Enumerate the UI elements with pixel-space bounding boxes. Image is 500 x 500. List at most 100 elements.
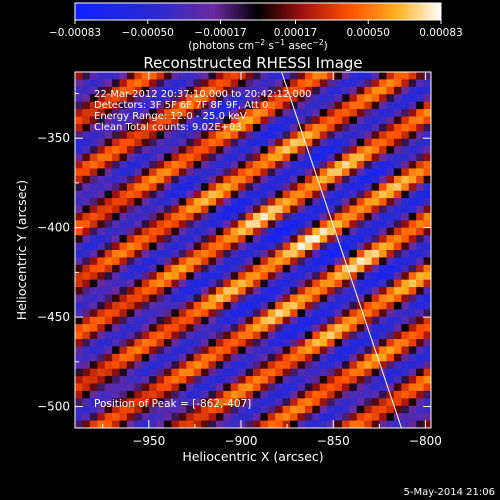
heatmap-cell [253, 205, 262, 214]
heatmap-cell [171, 383, 180, 392]
heatmap-cell [393, 227, 402, 236]
heatmap-cell [126, 109, 135, 118]
heatmap-cell [208, 123, 217, 132]
heatmap-cell [186, 309, 195, 318]
heatmap-cell [201, 376, 210, 385]
heatmap-cell [386, 116, 395, 125]
heatmap-cell [171, 279, 180, 288]
heatmap-cell [82, 398, 91, 407]
heatmap-cell [282, 346, 291, 355]
heatmap-cell [356, 116, 365, 125]
heatmap-cell [215, 86, 224, 95]
heatmap-cell [312, 79, 321, 88]
heatmap-cell [75, 168, 84, 177]
heatmap-cell [267, 227, 276, 236]
heatmap-cell [112, 353, 121, 362]
heatmap-cell [379, 79, 388, 88]
heatmap-cell [253, 131, 262, 140]
heatmap-cell [156, 331, 165, 340]
heatmap-cell [349, 294, 358, 303]
heatmap-cell [230, 183, 239, 192]
heatmap-cell [312, 242, 321, 251]
heatmap-cell [379, 264, 388, 273]
heatmap-cell [349, 183, 358, 192]
heatmap-cell [334, 361, 343, 370]
heatmap-cell [156, 346, 165, 355]
heatmap-cell [119, 257, 128, 266]
heatmap-cell [134, 368, 143, 377]
heatmap-cell [201, 390, 210, 399]
heatmap-cell [75, 227, 84, 236]
heatmap-cell [156, 168, 165, 177]
heatmap-cell [423, 316, 431, 325]
heatmap-cell [75, 235, 84, 244]
heatmap-cell [112, 235, 121, 244]
heatmap-cell [290, 301, 299, 310]
heatmap-cell [297, 398, 306, 407]
heatmap-cell [408, 86, 417, 95]
heatmap-cell [201, 175, 210, 184]
heatmap-cell [193, 212, 202, 221]
heatmap-cell [97, 413, 106, 422]
heatmap-cell [334, 420, 343, 428]
heatmap-cell [275, 227, 284, 236]
heatmap-cell [178, 86, 187, 95]
heatmap-cell [342, 353, 351, 362]
heatmap-cell [156, 390, 165, 399]
heatmap-cell [126, 383, 135, 392]
heatmap-cell [356, 383, 365, 392]
heatmap-cell [408, 264, 417, 273]
heatmap-cell [156, 101, 165, 110]
heatmap-cell [141, 376, 150, 385]
heatmap-cell [223, 309, 232, 318]
heatmap-cell [97, 212, 106, 221]
heatmap-cell [416, 257, 425, 266]
heatmap-cell [423, 376, 431, 385]
heatmap-cell [75, 72, 84, 81]
heatmap-cell [215, 168, 224, 177]
heatmap-cell [89, 250, 98, 259]
heatmap-cell [297, 212, 306, 221]
heatmap-cell [312, 316, 321, 325]
heatmap-cell [423, 205, 431, 214]
heatmap-cell [230, 235, 239, 244]
heatmap-cell [238, 398, 247, 407]
heatmap-cell [104, 227, 113, 236]
heatmap-cell [230, 242, 239, 251]
heatmap-cell [260, 301, 269, 310]
heatmap-cell [267, 109, 276, 118]
heatmap-cell [364, 212, 373, 221]
heatmap-cell [267, 294, 276, 303]
heatmap-cell [193, 198, 202, 207]
heatmap-cell [112, 94, 121, 103]
heatmap-cell [401, 72, 410, 81]
heatmap-cell [253, 390, 262, 399]
heatmap-cell [401, 212, 410, 221]
heatmap-cell [164, 138, 173, 147]
heatmap-cell [245, 242, 254, 251]
heatmap-cell [401, 250, 410, 259]
heatmap-cell [371, 339, 380, 348]
heatmap-cell [386, 316, 395, 325]
heatmap-cell [275, 94, 284, 103]
heatmap-cell [260, 123, 269, 132]
heatmap-cell [201, 339, 210, 348]
heatmap-cell [112, 376, 121, 385]
heatmap-cell [386, 94, 395, 103]
heatmap-cell [215, 205, 224, 214]
heatmap-cell [401, 116, 410, 125]
chart-title: Reconstructed RHESSI Image [143, 54, 362, 72]
heatmap-cell [342, 153, 351, 162]
heatmap-cell [349, 153, 358, 162]
heatmap-cell [364, 376, 373, 385]
heatmap-cell [141, 383, 150, 392]
heatmap-cell [267, 398, 276, 407]
heatmap-cell [164, 101, 173, 110]
heatmap-cell [386, 123, 395, 132]
heatmap-cell [275, 413, 284, 422]
heatmap-cell [371, 94, 380, 103]
heatmap-cell [134, 272, 143, 281]
annotation-line: Clean Total counts: 9.02E+03 [94, 122, 242, 133]
heatmap-cell [215, 368, 224, 377]
heatmap-cell [208, 79, 217, 88]
